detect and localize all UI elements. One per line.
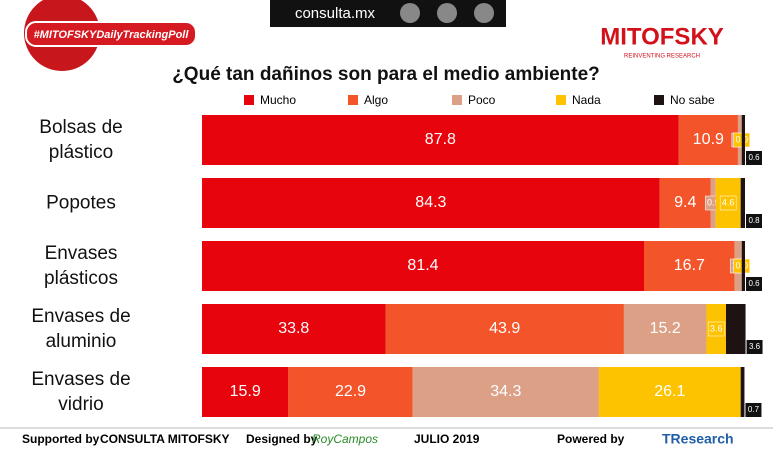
site: consulta.mx xyxy=(295,5,376,22)
value-label: 84.3 xyxy=(415,194,446,211)
value-label: 0.9 xyxy=(707,197,720,207)
category-label: Bolsas de plástico xyxy=(39,117,123,163)
bar-segment xyxy=(725,304,746,354)
value-label: 0.6 xyxy=(748,153,760,162)
brand: MITOFSKY xyxy=(600,23,724,50)
footer-supported: Supported by xyxy=(22,432,100,446)
label-box xyxy=(746,151,762,165)
bar-segment xyxy=(202,304,386,354)
legend-label: No sabe xyxy=(670,93,715,107)
youtube-icon[interactable] xyxy=(474,3,494,23)
value-label: 81.4 xyxy=(407,257,438,274)
legend-label: Mucho xyxy=(260,93,296,107)
value-label: 26.1 xyxy=(654,383,685,400)
bar-segment xyxy=(741,241,745,291)
legend-swatch xyxy=(452,95,462,105)
facebook-icon[interactable] xyxy=(437,3,457,23)
bar-segment xyxy=(202,241,645,291)
bar-segment xyxy=(202,367,289,417)
legend-label: Poco xyxy=(468,93,496,107)
label-box xyxy=(746,277,762,291)
bar-segment xyxy=(202,178,660,228)
category-label: Envases plásticos xyxy=(44,243,118,289)
bar-segment xyxy=(678,115,738,165)
hashtag-badge xyxy=(25,21,197,47)
value-label: 33.8 xyxy=(278,320,309,337)
bar-segment xyxy=(598,367,741,417)
legend-swatch xyxy=(348,95,358,105)
value-label: 43.9 xyxy=(489,320,520,337)
chart-title: ¿Qué tan dañinos son para el medio ambie… xyxy=(172,64,600,85)
legend-swatch xyxy=(556,95,566,105)
bar-segment xyxy=(659,178,711,228)
bar-segment xyxy=(740,178,745,228)
bar-segment xyxy=(644,241,735,291)
footer-date: JULIO 2019 xyxy=(414,432,480,446)
label-box xyxy=(746,214,762,228)
label-box xyxy=(746,340,763,354)
twitter-icon[interactable] xyxy=(400,3,420,23)
bar-segment xyxy=(385,304,624,354)
value-label: 34.3 xyxy=(490,383,521,400)
value-label: 10.9 xyxy=(693,131,724,148)
bar-segment xyxy=(288,367,413,417)
label-box xyxy=(719,195,737,211)
hashtag: #MITOFSKYDailyTrackingPoll xyxy=(34,29,190,41)
label-box xyxy=(707,321,725,337)
legend-label: Nada xyxy=(572,93,601,107)
value-label: 3.6 xyxy=(710,323,723,333)
bar-segment xyxy=(623,304,707,354)
category-label: Envases de vidrio xyxy=(31,369,131,415)
value-label: 9.4 xyxy=(674,194,696,211)
value-label: 22.9 xyxy=(335,383,366,400)
value-label: 0.7 xyxy=(748,405,760,414)
legend-swatch xyxy=(244,95,254,105)
footer-designed: Designed by xyxy=(246,432,318,446)
value-label: 0.6 xyxy=(748,279,760,288)
bar-segment xyxy=(412,367,599,417)
brand-sub: REINVENTING RESEARCH xyxy=(624,54,700,60)
value-label: 87.8 xyxy=(425,131,456,148)
footer-powered: Powered by xyxy=(557,432,625,446)
label-box xyxy=(745,403,762,417)
site-bar xyxy=(270,0,506,27)
footer-designer: RoyCampos xyxy=(312,432,378,446)
legend-swatch xyxy=(654,95,664,105)
category-label: Envases de aluminio xyxy=(31,306,131,352)
bar-segment xyxy=(202,115,679,165)
value-label: 0.8 xyxy=(748,216,760,225)
footer-power-brand: TResearch xyxy=(662,431,734,447)
value-label: 16.7 xyxy=(674,257,705,274)
value-label: 15.9 xyxy=(230,383,261,400)
bar-segment xyxy=(741,115,745,165)
category-label: Popotes xyxy=(46,192,116,214)
footer-sponsor: CONSULTA MITOFSKY xyxy=(100,432,230,446)
bar-segment xyxy=(740,367,745,417)
value-label: 4.6 xyxy=(722,197,735,207)
legend-label: Algo xyxy=(364,93,388,107)
value-label: 15.2 xyxy=(650,320,681,337)
value-label: 3.6 xyxy=(749,342,761,351)
